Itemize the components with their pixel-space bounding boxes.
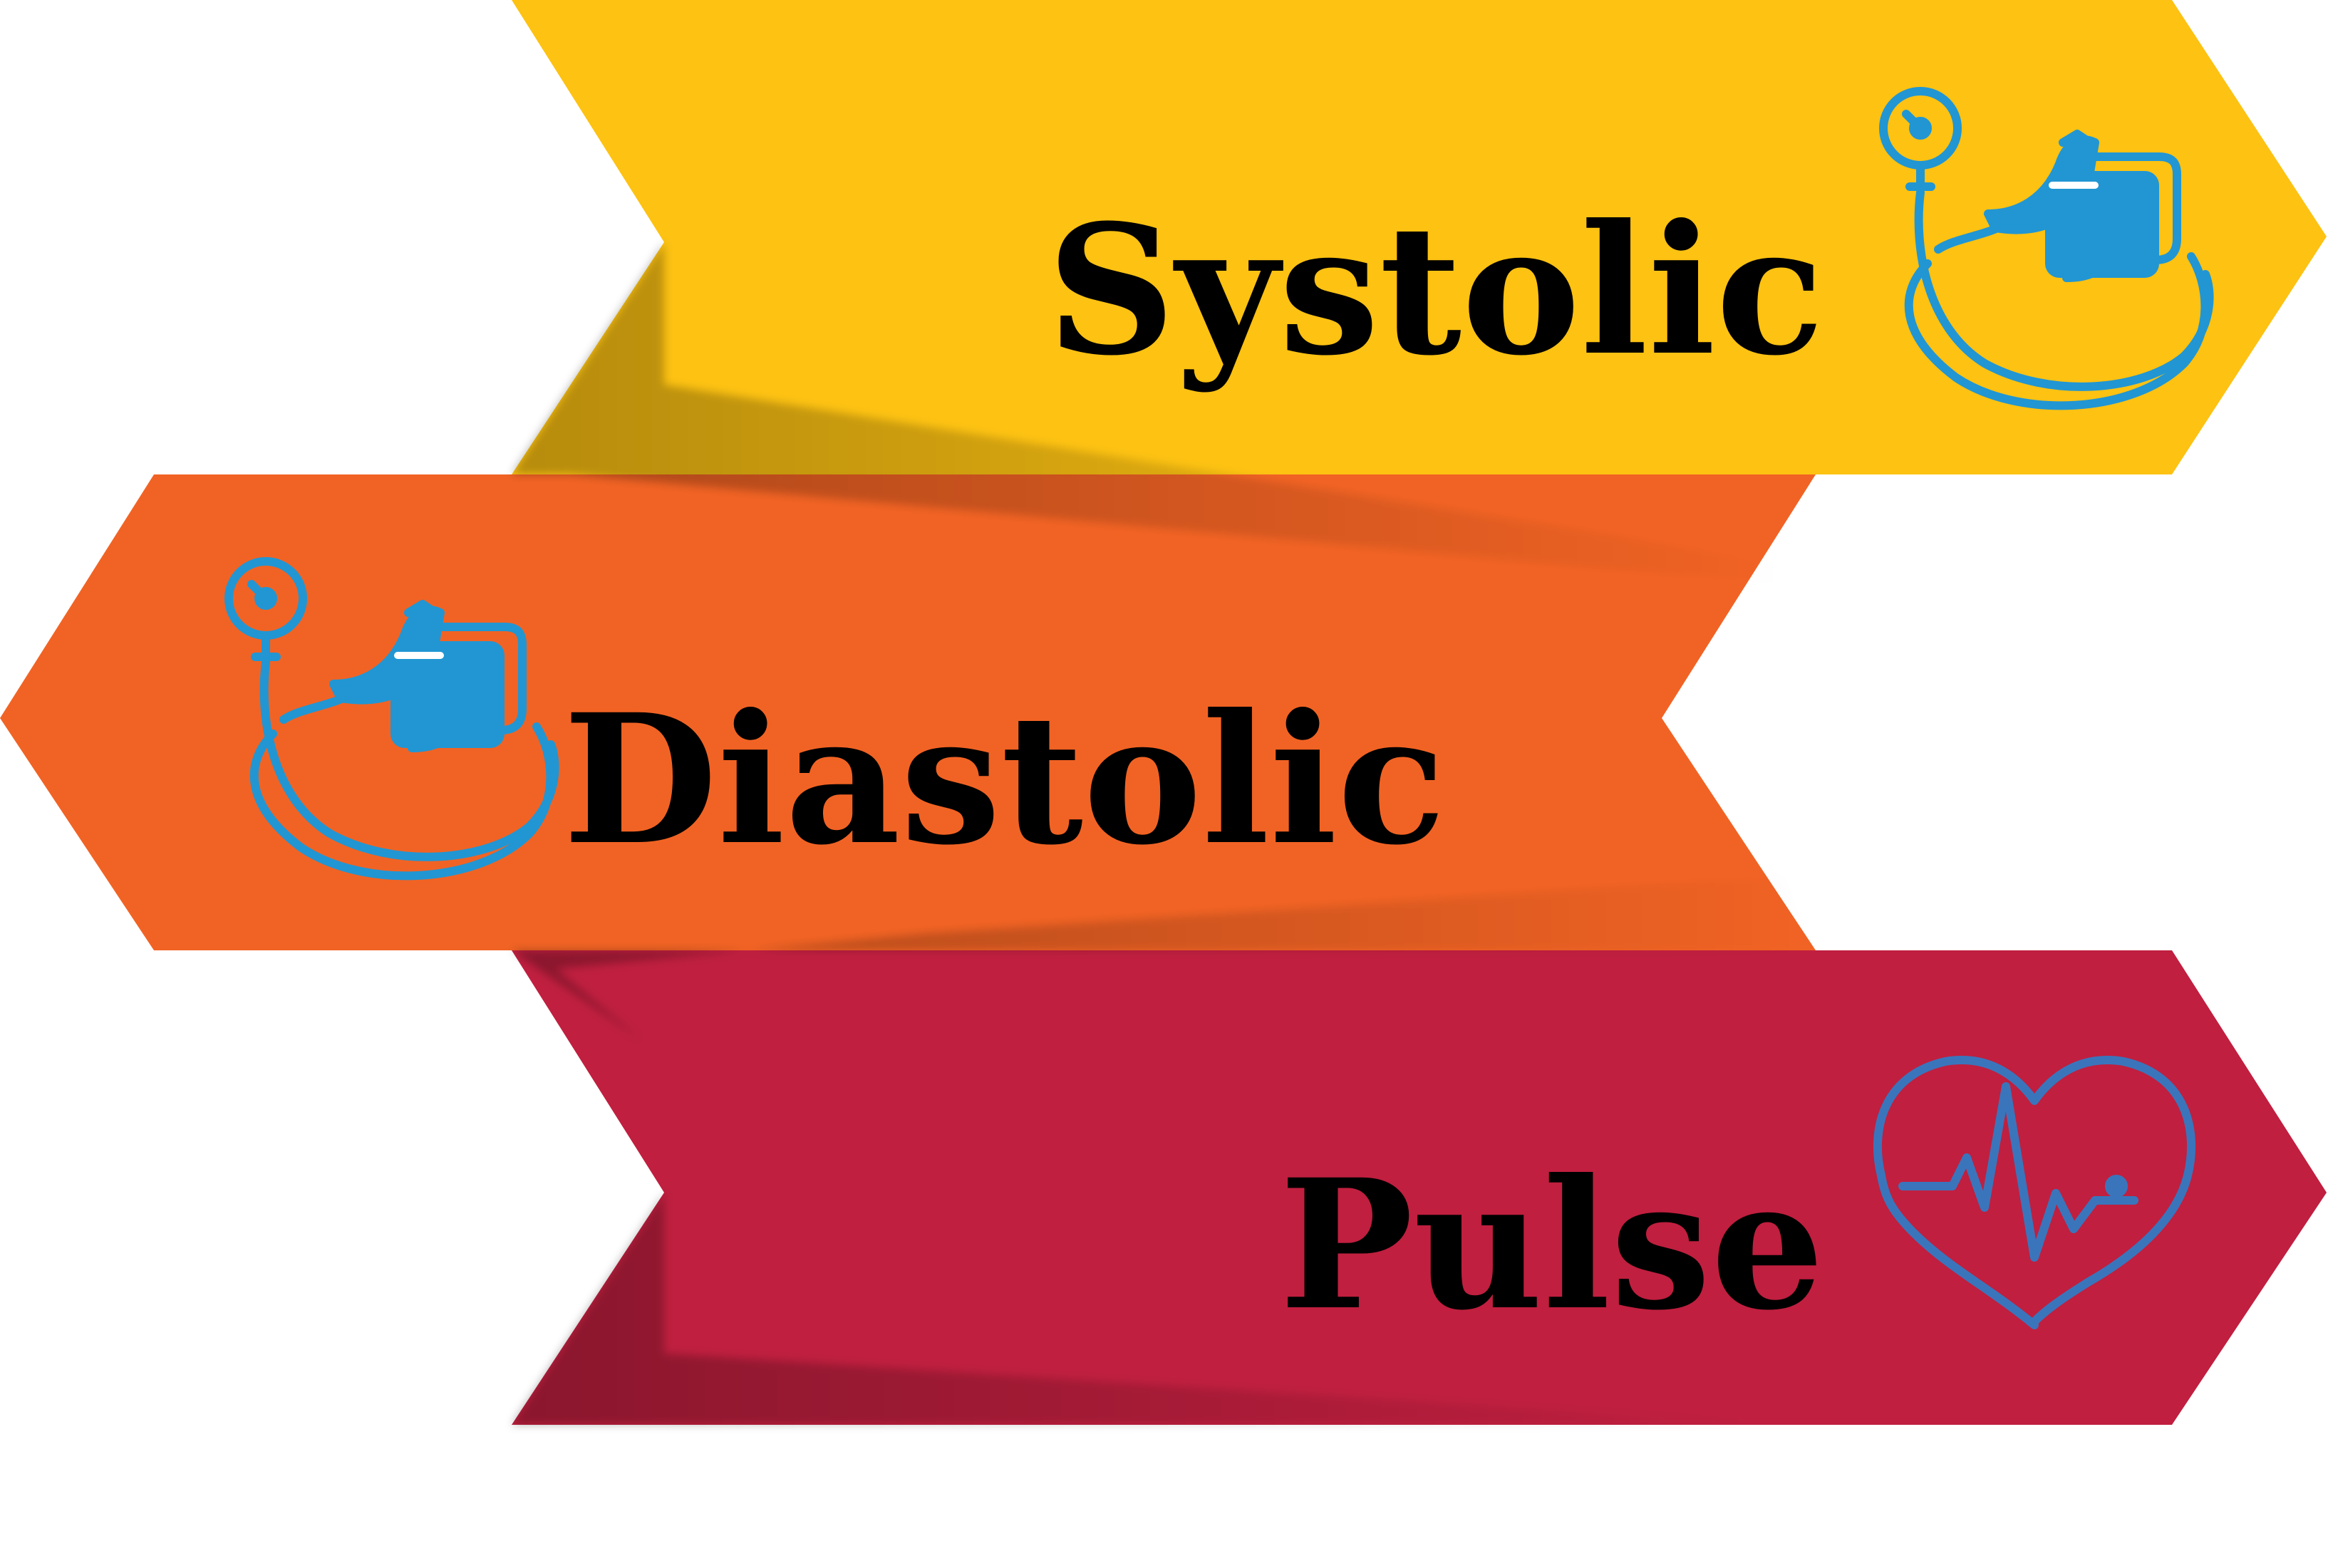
blood-pressure-monitor-icon (1879, 87, 2214, 410)
arrow-systolic-shape (512, 0, 2327, 474)
overlap-shadows (512, 242, 1816, 1425)
arrow-diastolic: Diastolic (0, 474, 1816, 950)
arrow-pulse-label: Pulse (1279, 1140, 1824, 1349)
arrow-diastolic-label: Diastolic (563, 675, 1446, 884)
arrow-pulse-shape (512, 950, 2327, 1425)
arrow-systolic: Systolic (512, 0, 2327, 474)
arrow-diastolic-shape (0, 474, 1816, 950)
arrow-pulse: Pulse (512, 950, 2327, 1425)
heart-pulse-icon (1873, 1056, 2195, 1329)
blood-pressure-monitor-icon (224, 557, 559, 881)
arrow-systolic-label: Systolic (1047, 185, 1824, 395)
